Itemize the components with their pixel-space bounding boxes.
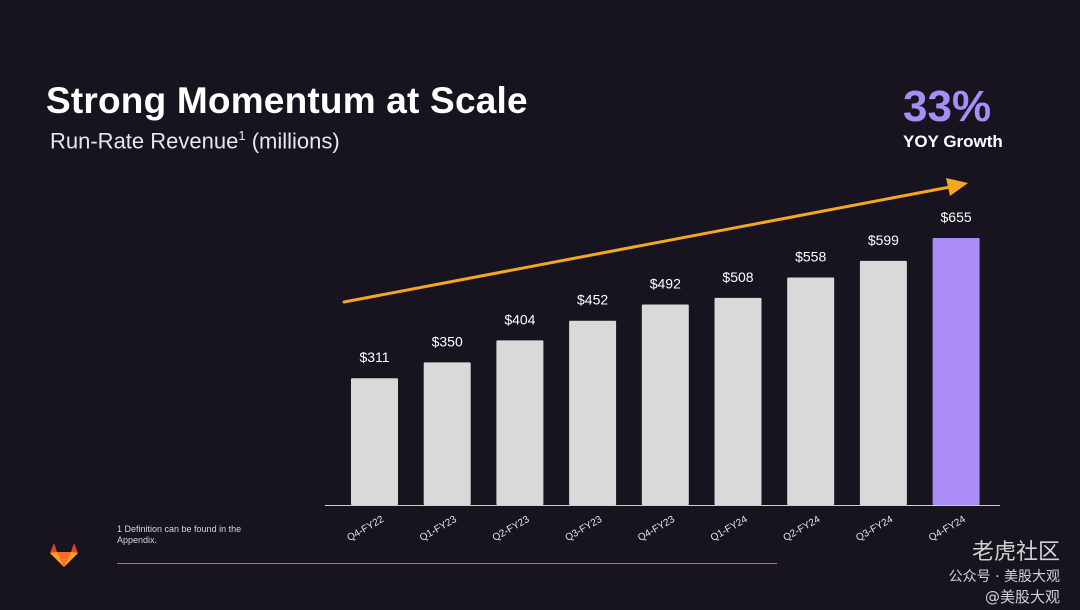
slide-subtitle: Run-Rate Revenue1 (millions): [50, 128, 340, 154]
x-tick-label-Q4-FY22: Q4-FY22: [345, 514, 386, 544]
watermark-account: 公众号 · 美股大观: [948, 569, 1060, 585]
value-label-Q1-FY24: $508: [722, 269, 753, 285]
x-tick-label-Q3-FY23: Q3-FY23: [563, 514, 604, 544]
value-label-Q2-FY24: $558: [795, 249, 826, 265]
value-label-Q4-FY23: $492: [650, 275, 681, 291]
yoy-growth-label: YOY Growth: [903, 132, 1003, 151]
value-label-Q4-FY22: $311: [359, 349, 389, 365]
slide-title: Strong Momentum at Scale: [46, 80, 528, 121]
trend-arrow-head-icon: [946, 178, 968, 196]
x-tick-label-Q2-FY23: Q2-FY23: [491, 514, 532, 544]
bar-Q1-FY23: [423, 362, 471, 505]
bar-Q4-FY22: [351, 378, 398, 505]
bar-Q2-FY23: [496, 340, 544, 505]
subtitle-suffix: (millions): [245, 128, 340, 154]
x-tick-label-Q3-FY24: Q3-FY24: [854, 514, 895, 544]
x-tick-label-Q1-FY23: Q1-FY23: [418, 514, 459, 544]
value-label-Q3-FY23: $452: [577, 292, 608, 308]
bar-Q4-FY24: [932, 238, 980, 505]
trend-arrow-line: [342, 185, 952, 304]
value-label-Q4-FY24: $655: [941, 209, 972, 225]
bar-Q4-FY23: [641, 304, 689, 505]
gitlab-logo-icon: [50, 543, 78, 567]
value-label-Q1-FY23: $350: [432, 333, 463, 349]
watermark: 老虎社区 公众号 · 美股大观 @美股大观: [949, 534, 1060, 607]
yoy-growth-value: 33%: [903, 82, 992, 131]
watermark-community: 老虎社区: [971, 540, 1060, 565]
x-tick-label-Q2-FY24: Q2-FY24: [782, 514, 823, 544]
footer-divider: [117, 563, 777, 564]
x-tick-label-Q4-FY23: Q4-FY23: [636, 514, 677, 544]
x-tick-label-Q1-FY24: Q1-FY24: [709, 514, 750, 544]
watermark-handle: @美股大观: [984, 588, 1060, 606]
subtitle-footnote-mark: 1: [238, 128, 246, 143]
bar-Q1-FY24: [714, 297, 762, 505]
bar-Q2-FY24: [787, 277, 835, 505]
value-label-Q2-FY23: $404: [504, 311, 535, 327]
value-label-Q3-FY24: $599: [868, 232, 899, 248]
bar-Q3-FY24: [859, 260, 907, 505]
footnote: 1 Definition can be found in the Appendi…: [117, 524, 242, 545]
subtitle-text: Run-Rate Revenue: [50, 128, 239, 154]
bar-Q3-FY23: [569, 320, 617, 505]
